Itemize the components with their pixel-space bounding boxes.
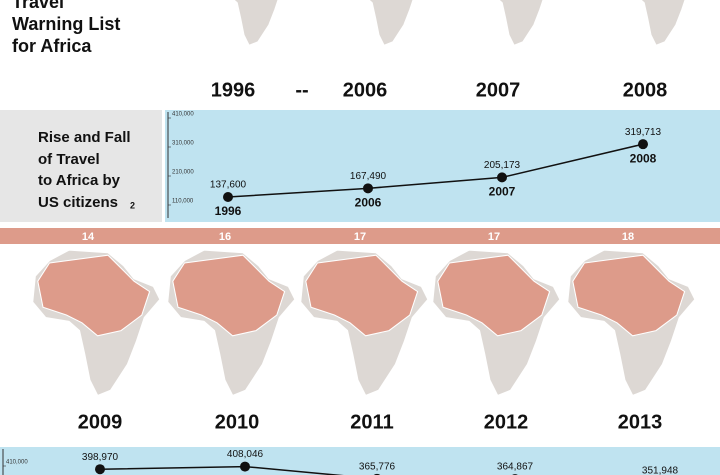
point — [240, 461, 250, 472]
x-label: 2007 — [489, 185, 516, 199]
map — [166, 249, 296, 397]
year-separator: -- — [295, 79, 308, 101]
year: 2008 — [623, 79, 668, 101]
x-label: 1996 — [215, 204, 242, 218]
y-tick-label: 410,000 — [172, 112, 194, 118]
point — [223, 191, 233, 202]
warning-count: 14 — [82, 231, 95, 243]
chart-title: to Africa by — [38, 172, 121, 189]
y-tick-label: 110,000 — [172, 199, 194, 205]
title-line: for Africa — [12, 36, 92, 56]
map — [206, 0, 291, 46]
year: 2009 — [78, 411, 123, 433]
map — [299, 249, 429, 397]
year: 2006 — [343, 79, 388, 101]
map — [431, 249, 561, 397]
value-label: 351,948 — [642, 465, 679, 475]
y-tick-label: 210,000 — [172, 170, 194, 176]
chart-band — [0, 447, 720, 475]
year: 2013 — [618, 411, 663, 433]
value-label: 398,970 — [82, 452, 119, 463]
warning-count: 17 — [488, 231, 500, 243]
point — [363, 183, 373, 194]
year: 2007 — [476, 79, 521, 101]
x-label: 2008 — [630, 151, 657, 165]
warning-count: 17 — [354, 231, 366, 243]
y-tick-label: 410,000 — [6, 460, 28, 466]
value-label: 137,600 — [210, 180, 247, 191]
chart-title: US citizens — [38, 194, 118, 211]
year: 2011 — [350, 411, 393, 433]
warning-count: 18 — [622, 231, 634, 243]
value-label: 319,713 — [625, 127, 662, 138]
value-label: 167,490 — [350, 171, 387, 182]
value-label: 364,867 — [497, 462, 534, 473]
year: 2010 — [215, 411, 260, 433]
year: 1996 — [211, 79, 256, 101]
chart-title: Rise and Fall — [38, 129, 131, 146]
title-line: Travel — [12, 0, 64, 12]
value-label: 365,776 — [359, 461, 396, 472]
title-panel — [0, 110, 162, 222]
point — [497, 172, 507, 183]
map — [613, 0, 698, 46]
map — [471, 0, 556, 46]
value-label: 205,173 — [484, 160, 521, 171]
line — [99, 465, 344, 475]
chart-title: of Travel — [38, 151, 100, 168]
count-band — [0, 228, 720, 244]
map — [31, 249, 161, 397]
y-tick-label: 310,000 — [172, 141, 194, 147]
footnote: 2 — [130, 200, 135, 210]
map — [341, 0, 426, 46]
map — [566, 249, 696, 397]
warning-count: 16 — [219, 231, 231, 243]
x-label: 2006 — [355, 195, 382, 209]
year: 2012 — [484, 411, 529, 433]
value-label: 408,046 — [227, 449, 264, 460]
point — [638, 139, 648, 150]
title-line: Warning List — [12, 14, 120, 34]
chart-band — [165, 110, 720, 222]
point — [95, 464, 105, 475]
line — [227, 143, 644, 198]
